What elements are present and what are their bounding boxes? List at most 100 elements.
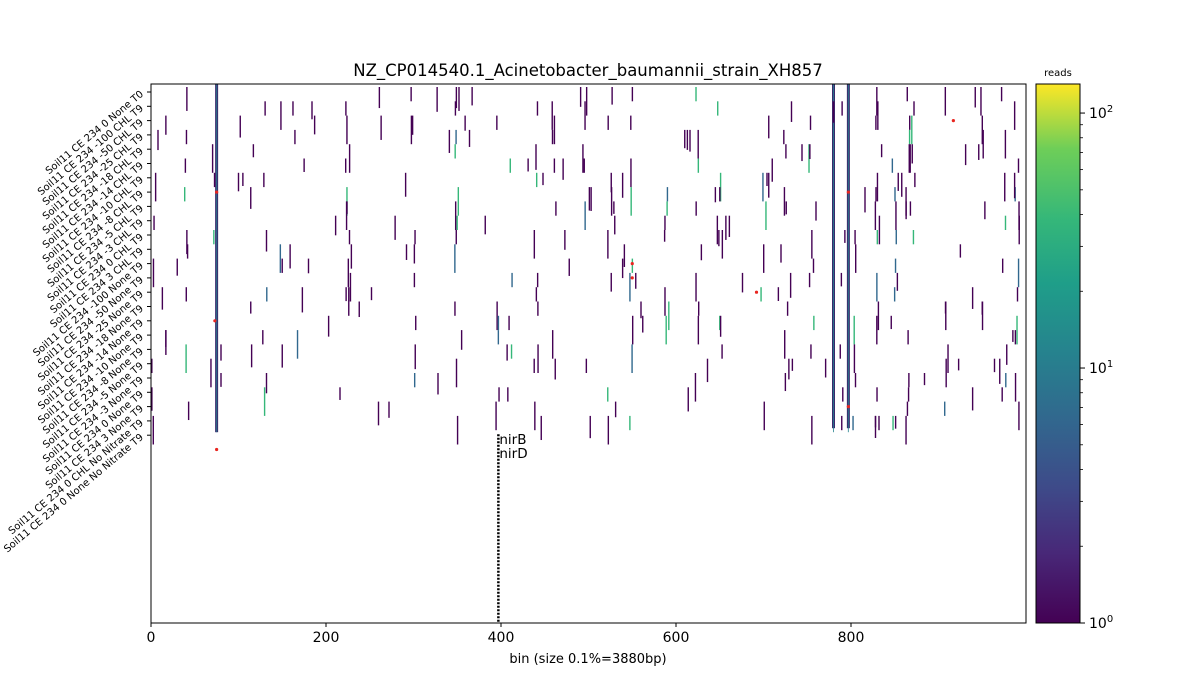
coverage-segment [294, 129, 296, 145]
coverage-segment [186, 87, 188, 111]
hotspot-marker [215, 447, 219, 452]
coverage-segment [237, 172, 240, 192]
coverage-segment [664, 287, 666, 316]
coverage-segment [697, 129, 699, 159]
colorbar-tick-label: 102 [1089, 104, 1113, 122]
coverage-segment [506, 344, 508, 361]
hotspot-marker [213, 319, 217, 323]
coverage-segment [289, 244, 291, 269]
coverage-segment [553, 115, 556, 145]
coverage-segment [611, 87, 613, 105]
coverage-segment [785, 201, 787, 215]
coverage-segment [784, 373, 787, 392]
coverage-segment [640, 301, 642, 319]
coverage-segment [152, 415, 154, 445]
coverage-segment [982, 129, 984, 159]
coverage-segment [413, 272, 416, 288]
coverage-segment [1005, 373, 1007, 388]
coverage-segment [1001, 387, 1003, 402]
coverage-segment [610, 187, 613, 216]
coverage-segment [509, 158, 511, 173]
hotspot-marker [846, 405, 850, 409]
coverage-segment [984, 201, 986, 220]
coverage-segment [1016, 287, 1019, 302]
coverage-segment [161, 287, 164, 310]
coverage-segment [695, 87, 697, 102]
coverage-segment [895, 201, 897, 230]
hotspot-marker [215, 190, 219, 194]
coverage-segment [907, 387, 910, 402]
heatmap-cells [151, 84, 1020, 445]
coverage-segment [874, 415, 877, 428]
coverage-segment [250, 187, 252, 209]
coverage-segment [666, 187, 669, 202]
coverage-segment [511, 272, 513, 288]
coverage-segment [610, 172, 612, 193]
coverage-segment [455, 87, 458, 109]
coverage-segment [498, 387, 500, 402]
coverage-segment [697, 158, 700, 173]
coverage-segment [213, 230, 215, 245]
coverage-segment [786, 301, 789, 316]
hotspot-marker [846, 190, 850, 194]
coverage-segment [457, 187, 460, 216]
coverage-segment [630, 187, 632, 216]
coverage-segment [768, 115, 770, 139]
coverage-segment [698, 301, 700, 316]
coverage-segment [414, 344, 416, 370]
coverage-segment [551, 101, 553, 130]
coverage-segment [959, 244, 962, 258]
coverage-segment [585, 87, 588, 116]
coverage-segment [394, 215, 396, 240]
coverage-segment [895, 230, 897, 245]
coverage-segment [471, 87, 473, 106]
colorbar-tick-exponent: 2 [1107, 104, 1113, 115]
coverage-segment [1013, 101, 1016, 130]
colorbar [1035, 83, 1081, 624]
coverage-segment [629, 272, 631, 302]
coverage-segment [894, 258, 897, 273]
coverage-segment [664, 215, 666, 230]
coverage-segment [875, 187, 877, 202]
coverage-segment [1016, 315, 1018, 345]
plot-frame [150, 83, 1027, 624]
hotspot-marker [630, 262, 634, 266]
coverage-segment [536, 101, 539, 116]
coverage-segment [1018, 215, 1020, 230]
coverage-segment [844, 230, 846, 243]
coverage-segment [607, 387, 609, 402]
coverage-segment [313, 115, 316, 135]
coverage-segment [495, 401, 497, 431]
coverage-segment [721, 230, 724, 259]
coverage-segment [542, 172, 544, 186]
x-tick-label: 200 [313, 630, 340, 646]
coverage-segment [555, 201, 557, 216]
coverage-segment [410, 115, 413, 145]
x-tick-label: 400 [488, 630, 515, 646]
coverage-segment [912, 230, 915, 245]
coverage-segment [876, 230, 879, 245]
coverage-segment [607, 230, 609, 259]
coverage-segment [584, 101, 586, 130]
coverage-segment [497, 315, 500, 331]
coverage-segment [301, 287, 304, 313]
coverage-segment [706, 358, 709, 383]
coverage-segment [897, 172, 899, 191]
coverage-segment [908, 144, 910, 173]
coverage-segment [944, 301, 947, 314]
coverage-segment [165, 330, 167, 347]
coverage-segment [1014, 373, 1017, 402]
coverage-segment [242, 172, 244, 187]
coverage-segment [780, 244, 782, 263]
coverage-segment [510, 344, 513, 359]
coverage-segment [153, 215, 155, 230]
coverage-segment [809, 144, 811, 160]
coverage-segment [535, 144, 537, 170]
coverage-segment [719, 315, 721, 331]
coverage-segment [551, 330, 554, 359]
coverage-segment [947, 344, 949, 373]
coverage-segment [909, 144, 911, 173]
coverage-segment [347, 258, 350, 288]
coverage-segment [350, 244, 353, 269]
